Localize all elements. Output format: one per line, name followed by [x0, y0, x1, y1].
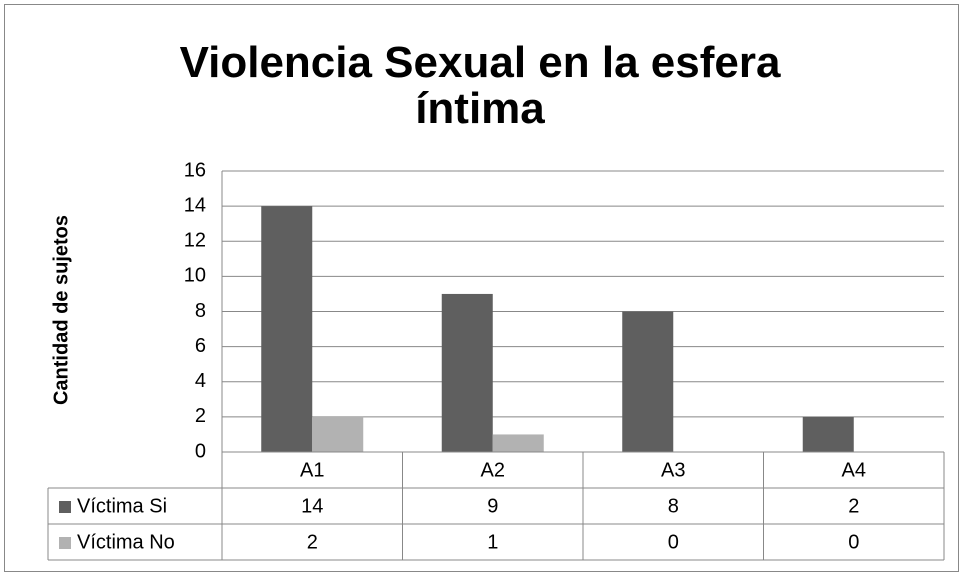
data-table-value: 2	[848, 495, 859, 517]
legend-swatch	[59, 501, 71, 513]
data-table-value: 9	[487, 495, 498, 517]
y-tick-label: 8	[195, 300, 206, 322]
legend-swatch	[59, 537, 71, 549]
y-axis-label: Cantidad de sujetos	[50, 215, 72, 405]
x-tick-label: A1	[300, 459, 324, 481]
y-tick-label: 6	[195, 335, 206, 357]
chart-border	[4, 4, 959, 572]
y-tick-label: 2	[195, 405, 206, 427]
bar	[622, 311, 674, 452]
x-tick-label: A3	[661, 459, 685, 481]
y-tick-label: 14	[184, 194, 206, 216]
legend-label: Víctima No	[77, 531, 175, 553]
x-tick-label: A2	[481, 459, 505, 481]
y-tick-label: 4	[195, 370, 206, 392]
chart-title: Violencia Sexual en la esfera íntima	[179, 38, 781, 133]
bar	[492, 434, 544, 452]
y-tick-label: 10	[184, 265, 206, 287]
legend-label: Víctima Si	[77, 495, 167, 517]
x-tick-label: A4	[842, 459, 866, 481]
bar	[261, 206, 313, 452]
data-table-value: 1	[487, 531, 498, 553]
bar	[802, 416, 854, 452]
data-table-value: 14	[301, 495, 323, 517]
bar	[441, 293, 493, 452]
y-tick-label: 12	[184, 230, 206, 252]
data-table-value: 2	[307, 531, 318, 553]
y-tick-label: 0	[195, 440, 206, 462]
data-table-value: 0	[668, 531, 679, 553]
y-tick-label: 16	[184, 159, 206, 181]
data-table-value: 0	[848, 531, 859, 553]
bar	[312, 416, 364, 452]
data-table-value: 8	[668, 495, 679, 517]
